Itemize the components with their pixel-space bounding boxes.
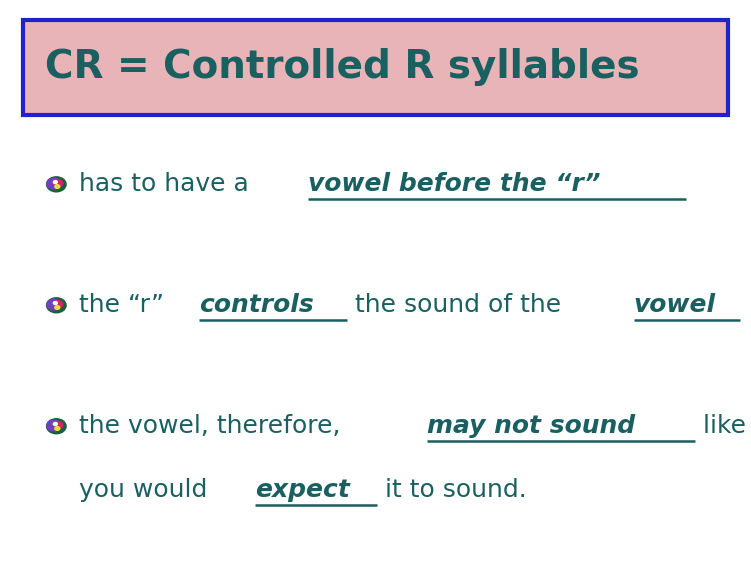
Text: vowel before the “r”: vowel before the “r”	[308, 172, 601, 196]
Circle shape	[47, 298, 66, 313]
Circle shape	[47, 178, 61, 189]
Circle shape	[53, 423, 57, 426]
Circle shape	[54, 180, 62, 187]
FancyBboxPatch shape	[23, 20, 728, 115]
Text: vowel: vowel	[634, 293, 716, 317]
Text: the vowel, therefore,: the vowel, therefore,	[79, 414, 348, 438]
Circle shape	[55, 306, 60, 309]
Text: like: like	[695, 414, 746, 438]
Text: has to have a: has to have a	[79, 172, 257, 196]
Text: it to sound.: it to sound.	[377, 478, 527, 502]
Text: controls: controls	[199, 293, 314, 317]
Circle shape	[47, 177, 66, 192]
Text: you would: you would	[79, 478, 216, 502]
Text: expect: expect	[255, 478, 350, 502]
Circle shape	[55, 427, 60, 430]
Circle shape	[47, 299, 61, 310]
Circle shape	[47, 419, 66, 434]
Circle shape	[53, 302, 57, 305]
Circle shape	[47, 420, 61, 431]
Text: may not sound: may not sound	[427, 414, 635, 438]
Text: CR = Controlled R syllables: CR = Controlled R syllables	[45, 48, 640, 86]
Circle shape	[53, 181, 57, 184]
Circle shape	[54, 301, 62, 308]
Circle shape	[55, 185, 60, 188]
Text: the sound of the: the sound of the	[347, 293, 569, 317]
Circle shape	[54, 422, 62, 429]
Text: the “r”: the “r”	[79, 293, 172, 317]
